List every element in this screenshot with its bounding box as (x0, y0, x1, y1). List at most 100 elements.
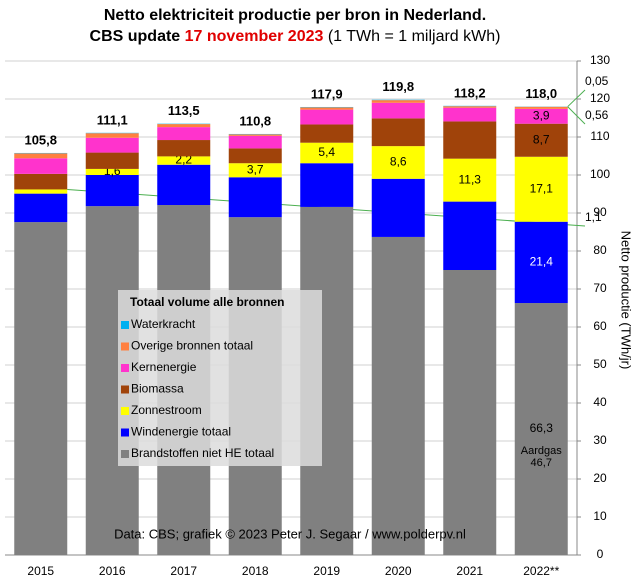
bar-segment (228, 177, 282, 218)
bar-segment (443, 121, 497, 159)
bar-segment (157, 156, 211, 165)
total-label: 119,8 (382, 79, 414, 94)
y-tick-label: 120 (590, 91, 610, 105)
source-note: Data: CBS; grafiek © 2023 Peter J. Segaa… (114, 526, 466, 541)
y-tick-label: 40 (593, 395, 607, 409)
bar-segment (14, 153, 68, 159)
bar-segment (300, 124, 354, 143)
bar-segment (371, 100, 425, 103)
x-tick-label: 2022** (523, 564, 559, 578)
total-label: 117,9 (311, 86, 343, 101)
bar-segment (300, 107, 354, 110)
bar-segment (228, 134, 282, 136)
bar-segment (514, 108, 568, 124)
bar-segment (371, 102, 425, 119)
bar-segment (443, 158, 497, 202)
bar-segment (300, 142, 354, 164)
bar-segment (157, 140, 211, 157)
x-tick-label: 2019 (313, 564, 340, 578)
bar-segment (514, 156, 568, 222)
bar-segment (14, 158, 68, 174)
data-label: 1,1 (585, 210, 602, 224)
bar-segment (85, 175, 139, 207)
legend-label: Biomassa (131, 382, 184, 396)
legend-swatch (121, 407, 129, 415)
bar-segment (85, 133, 139, 138)
bar-segment (85, 137, 139, 153)
bar-segment (443, 107, 497, 122)
bar-segment (14, 222, 68, 555)
data-label: 21,4 (530, 255, 554, 269)
legend-label: Zonnestroom (131, 403, 202, 417)
x-tick-label: 2015 (27, 564, 54, 578)
y-tick-label: 60 (593, 319, 607, 333)
y-tick-label: 70 (593, 281, 607, 295)
bar-segment (85, 168, 139, 175)
leader-line (567, 89, 586, 107)
total-label: 111,1 (97, 112, 128, 127)
legend-swatch (121, 450, 129, 458)
bar-segment (371, 146, 425, 179)
data-label: 0,56 (585, 108, 609, 122)
data-label: 8,6 (390, 155, 407, 169)
legend-swatch (121, 321, 129, 329)
annotation-text: Aardgas (521, 445, 562, 457)
y-tick-label: 0 (597, 547, 604, 561)
y-tick-label: 90 (593, 205, 607, 219)
data-label: 3,9 (533, 108, 550, 122)
legend-label: Overige bronnen totaal (131, 339, 253, 353)
total-label: 105,8 (24, 132, 57, 147)
y-tick-label: 10 (593, 509, 607, 523)
bar-segment (157, 164, 211, 206)
bar-segment (157, 127, 211, 141)
legend-label: Windenergie totaal (131, 425, 231, 439)
bar-segment (14, 173, 68, 190)
bar-segment (514, 123, 568, 157)
bar-segment (443, 106, 497, 108)
subtitle-suffix: (1 TWh = 1 miljard kWh) (323, 28, 500, 45)
y-tick-label: 30 (593, 433, 607, 447)
legend-label: Brandstoffen niet HE totaal (131, 446, 274, 460)
y-axis-label: Netto productie (TWh/jr) (619, 231, 634, 370)
total-label: 118,0 (525, 86, 557, 101)
chart-title: Netto elektriciteit productie per bron i… (104, 7, 486, 24)
bar-segment (371, 178, 425, 237)
bar-segment (14, 193, 68, 223)
total-label: 118,2 (454, 85, 486, 100)
bar-segment (371, 236, 425, 555)
y-tick-label: 100 (590, 167, 610, 181)
x-tick-label: 2020 (385, 564, 412, 578)
y-tick-label: 20 (593, 471, 607, 485)
x-tick-label: 2016 (99, 564, 126, 578)
data-label: 0,05 (585, 74, 609, 88)
annotation-value: 46,7 (531, 457, 552, 469)
leader-line (567, 106, 586, 125)
legend-swatch (121, 385, 129, 394)
y-tick-label: 110 (590, 129, 609, 143)
legend-title: Totaal volume alle bronnen (130, 295, 284, 309)
bar-segment (300, 163, 354, 207)
data-label: 17,1 (530, 181, 554, 195)
total-label: 110,8 (239, 113, 271, 128)
bar-segment (514, 303, 568, 555)
bar-segment (228, 163, 282, 178)
subtitle-date: 17 november 2023 (185, 28, 324, 45)
legend-swatch (121, 342, 129, 351)
bar-segment (228, 135, 282, 149)
x-tick-label: 2018 (242, 564, 269, 578)
bar-segment (300, 109, 354, 125)
bar-segment (514, 221, 568, 304)
data-label: 11,3 (459, 172, 482, 186)
legend-box (118, 290, 322, 466)
y-tick-label: 130 (590, 53, 610, 67)
y-tick-label: 50 (593, 357, 607, 371)
legend-label: Kernenergie (131, 360, 197, 374)
legend-swatch (121, 428, 129, 437)
bar-segment (514, 106, 568, 109)
bar-segment (443, 201, 497, 270)
chart-subtitle: CBS update 17 november 2023 (1 TWh = 1 m… (90, 28, 501, 45)
plot: 0 10 20 30 40 50 60 70 80 90 100 110 120 130 2015 1,1 10… (5, 53, 610, 578)
bar-segment (14, 189, 68, 194)
data-label: 8,7 (533, 132, 550, 146)
